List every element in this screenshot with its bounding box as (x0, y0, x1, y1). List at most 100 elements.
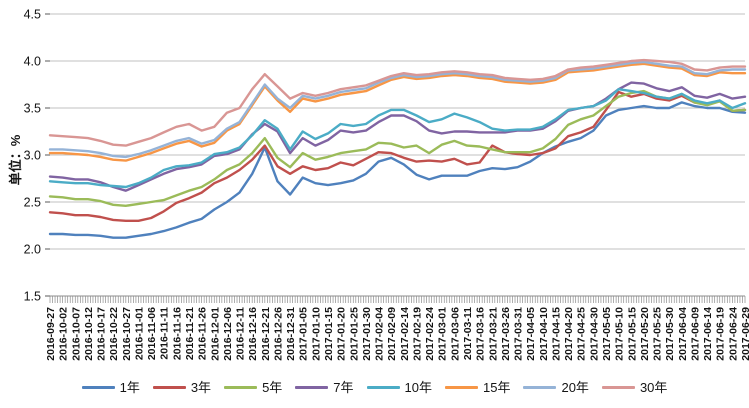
legend-line-swatch (523, 386, 557, 389)
x-axis-tick-label: 2017-03-01 (437, 307, 449, 361)
legend-line-swatch (152, 386, 186, 389)
y-axis-tick-label: 2.5 (24, 196, 41, 210)
x-axis-tick-label: 2017-01-10 (310, 307, 322, 361)
legend-item: 30年 (601, 380, 668, 395)
x-axis-tick-label: 2016-10-12 (83, 307, 95, 361)
series-line-8 (48, 58, 747, 147)
x-axis-tick-label: 2016-11-01 (133, 307, 145, 360)
x-axis-tick-label: 2017-06-04 (677, 307, 689, 361)
legend-label: 3年 (190, 380, 212, 395)
legend-line-swatch (366, 386, 400, 389)
legend-line-swatch (601, 386, 635, 389)
x-axis-tick-label: 2017-03-26 (500, 307, 512, 361)
x-axis-tick-label: 2017-06-19 (715, 307, 727, 361)
x-axis-minor-ticks (49, 296, 746, 303)
x-axis-labels: 2016-09-27 2016-10-02 2016-10-07 2016-10-12… (45, 307, 749, 361)
x-axis-tick-label: 2017-05-15 (626, 307, 638, 361)
series-line-4 (48, 81, 747, 192)
y-axis-tick-label: 4.0 (24, 55, 41, 69)
y-axis-title: 单位：% (8, 134, 23, 185)
legend-label: 20年 (561, 380, 589, 395)
x-axis-tick-label: 2017-01-15 (323, 307, 335, 361)
x-axis-tick-label: 2017-04-15 (550, 307, 562, 361)
x-axis-tick-label: 2016-12-11 (235, 307, 247, 360)
x-axis-tick-label: 2017-02-14 (399, 307, 411, 361)
x-axis-tick-label: 2017-01-30 (361, 307, 373, 361)
x-axis-tick-label: 2017-01-20 (336, 307, 348, 361)
x-axis-tick-label: 2016-11-16 (171, 307, 183, 360)
legend-label: 7年 (333, 380, 354, 395)
legend-item: 1年 (81, 380, 140, 395)
x-axis-tick-label: 2017-03-11 (462, 307, 474, 360)
x-axis-tick-label: 2017-05-30 (664, 307, 676, 361)
x-axis-tick-label: 2017-05-10 (614, 307, 626, 361)
legend-item: 3年 (152, 380, 212, 395)
x-axis-tick-label: 2017-06-14 (702, 307, 714, 361)
legend-item: 5年 (224, 381, 282, 394)
x-axis-tick-label: 2017-06-29 (740, 307, 749, 361)
x-axis-tick-label: 2017-02-19 (411, 307, 423, 361)
x-axis-tick-label: 2017-05-25 (652, 307, 664, 361)
x-axis-tick-label: 2016-10-02 (58, 307, 70, 361)
legend-label: 15年 (483, 380, 511, 395)
plot-area: 1.52.02.53.03.54.04.5 2016-09-27 2016-10-… (8, 8, 749, 361)
x-axis-tick-label: 2016-12-26 (272, 307, 284, 361)
legend-line-swatch (445, 386, 478, 389)
legend-item: 15年 (445, 381, 510, 394)
legend: 1年 3年 5年 7年 10年 15年 20年 30年 (0, 381, 749, 394)
series-line-3 (48, 89, 747, 208)
x-axis-tick-label: 2017-04-20 (563, 307, 575, 361)
x-axis-tick-label: 2017-03-16 (475, 307, 487, 361)
x-axis-tick-label: 2016-12-06 (222, 307, 234, 361)
x-axis-tick-label: 2016-11-21 (184, 307, 196, 360)
y-axis-tick-label: 1.5 (24, 290, 41, 304)
x-axis-tick-label: 2016-11-26 (197, 307, 209, 360)
x-axis-tick-label: 2017-02-24 (424, 307, 436, 361)
x-axis-tick-label: 2017-02-09 (386, 307, 398, 361)
x-axis-tick-label: 2017-04-25 (576, 307, 588, 361)
series-lines (48, 58, 747, 239)
x-axis-tick-label: 2017-06-24 (727, 307, 739, 361)
x-axis-tick-label: 2017-04-10 (538, 307, 550, 361)
x-axis-tick-label: 2016-12-16 (247, 307, 259, 361)
gridlines (50, 13, 745, 297)
x-axis-tick-label: 2016-10-22 (108, 307, 120, 361)
x-axis-tick-label: 2016-11-11 (159, 307, 171, 360)
legend-label: 30年 (639, 380, 668, 395)
y-axis-tick-label: 3.0 (24, 149, 41, 163)
series-line-6 (48, 62, 747, 162)
series-line-5 (48, 87, 747, 189)
x-axis-tick-label: 2017-05-20 (639, 307, 651, 361)
x-axis-tick-label: 2016-09-27 (45, 307, 57, 361)
y-axis-tick-label: 4.5 (24, 8, 41, 22)
y-axis-labels: 1.5 2.0 2.5 3.0 3.5 4.0 4.5 (24, 8, 41, 304)
x-axis-tick-label: 2017-04-30 (588, 307, 600, 361)
x-axis-tick-label: 2016-12-01 (209, 307, 221, 361)
legend-line-swatch (224, 386, 258, 389)
x-axis-tick-label: 2017-01-05 (298, 307, 310, 361)
legend-item: 10年 (366, 380, 432, 395)
x-axis-tick-label: 2016-10-07 (70, 307, 82, 361)
x-axis-tick-label: 2017-03-06 (449, 307, 461, 361)
x-axis-tick-label: 2017-06-09 (689, 307, 701, 361)
x-axis-tick-label: 2016-10-17 (96, 307, 108, 361)
legend-label: 10年 (404, 380, 432, 395)
series-line-1 (48, 101, 747, 239)
y-axis-tick-label: 2.0 (24, 243, 41, 257)
legend-label: 5年 (262, 380, 283, 395)
x-axis-tick-label: 2016-11-06 (146, 307, 158, 360)
x-axis-tick-label: 2016-12-21 (260, 307, 272, 361)
x-axis-tick-label: 2017-02-04 (374, 307, 386, 361)
x-axis-tick-label: 2017-05-05 (601, 307, 613, 361)
x-axis-tick-label: 2016-12-31 (285, 307, 297, 361)
legend-label: 1年 (119, 380, 140, 395)
x-axis-tick-label: 2017-01-25 (348, 307, 360, 361)
x-axis-tick-label: 2017-03-21 (487, 307, 499, 361)
x-axis-tick-label: 2017-04-05 (525, 307, 537, 361)
series-line-2 (48, 90, 747, 223)
x-axis-tick-label: 2017-03-31 (513, 307, 525, 361)
y-axis-tick-label: 3.5 (24, 102, 41, 116)
series-line-7 (48, 60, 747, 159)
legend-item: 20年 (523, 380, 589, 395)
